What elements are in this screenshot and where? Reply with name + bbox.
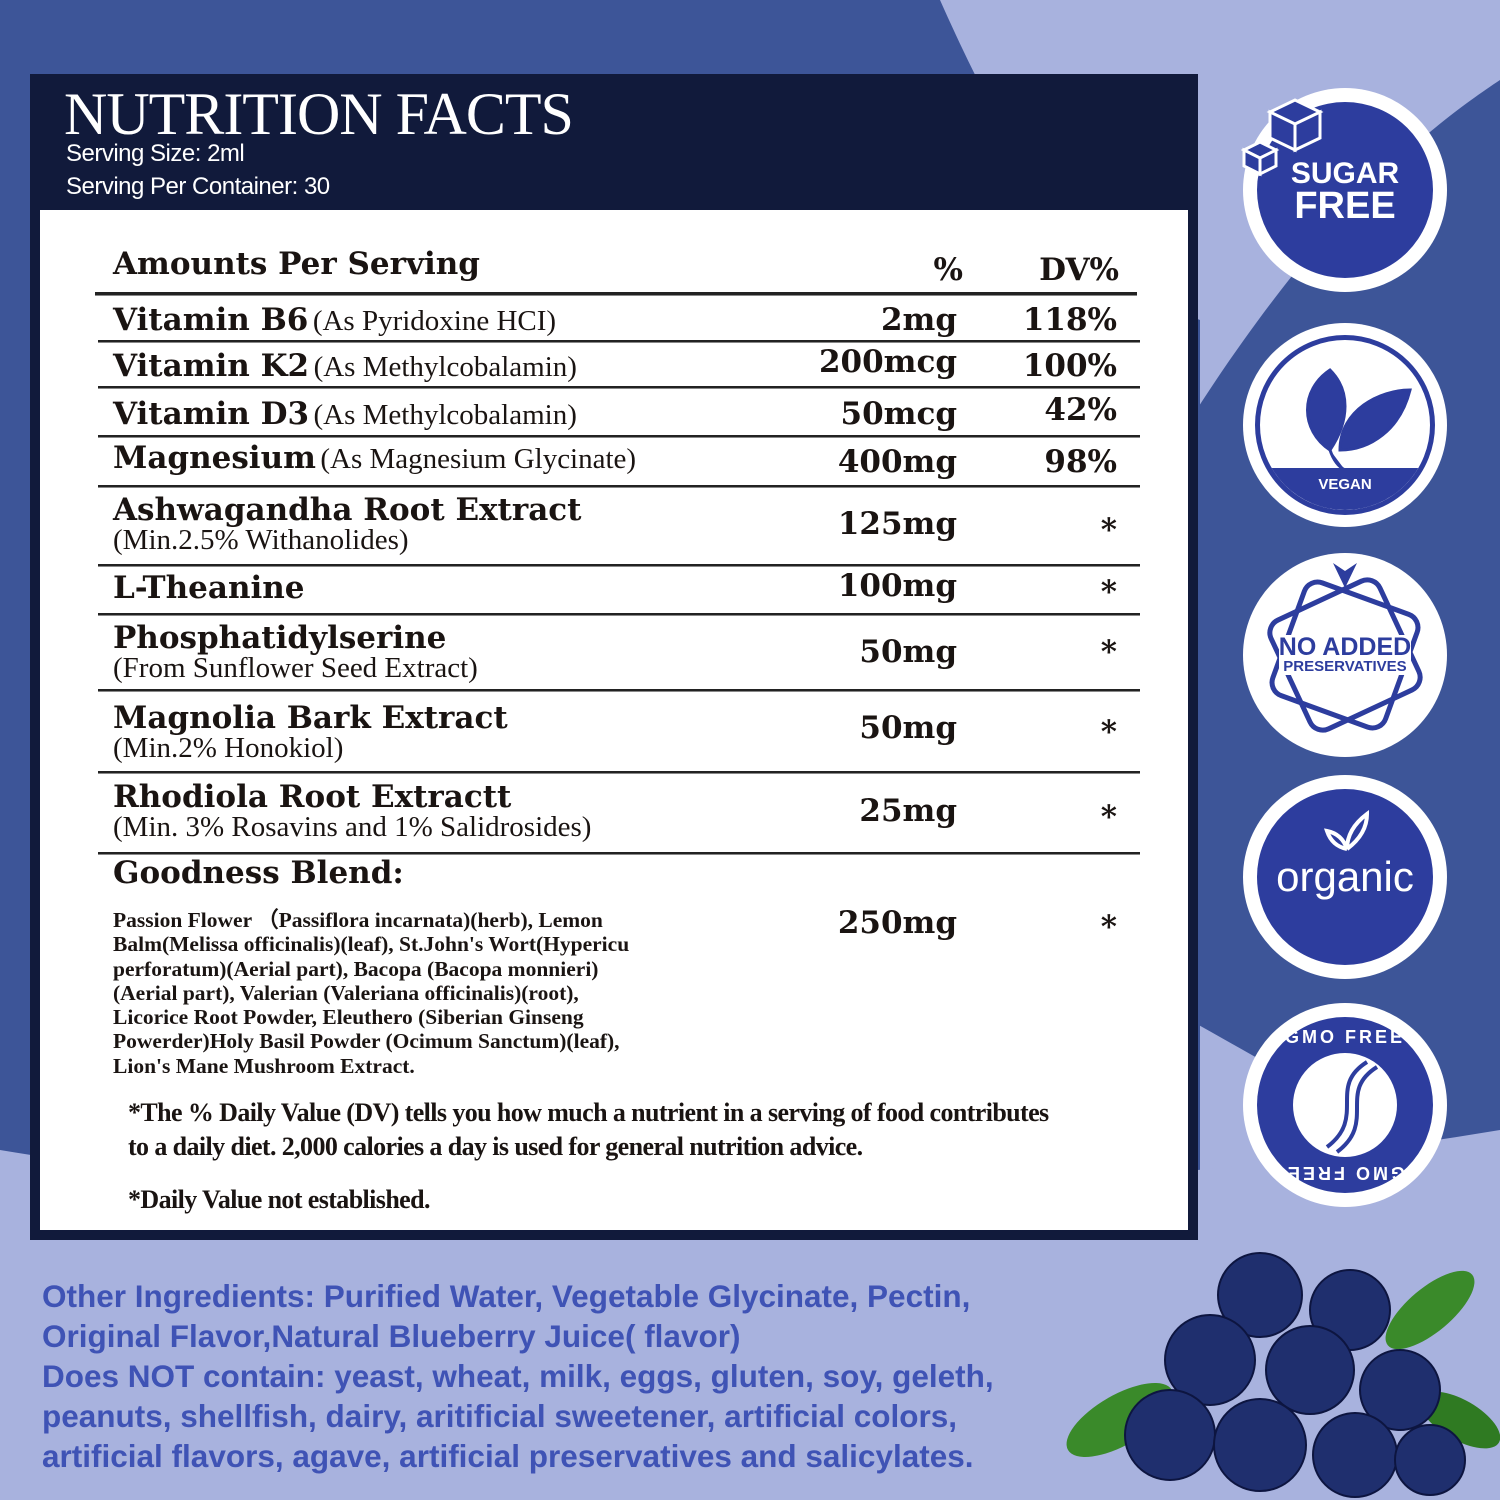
- blueberries-image: [1066, 1252, 1500, 1498]
- other-ingredients: Other Ingredients: Purified Water, Veget…: [42, 1278, 994, 1474]
- footnote-dv-2: to a daily diet. 2,000 calories a day is…: [128, 1132, 863, 1161]
- divider: [98, 485, 1140, 488]
- sugar-cube-icon: [1240, 98, 1324, 177]
- organic-badge: organic: [1243, 775, 1447, 979]
- sprout-icon: [1324, 809, 1370, 851]
- leaf-icon: [1306, 368, 1412, 472]
- table-row: Ashwagandha Root Extract (Min.2.5% Withan…: [113, 492, 1117, 556]
- table-row: Vitamin B6 (As Pyridoxine HCI) 2mg 118%: [113, 302, 1117, 338]
- divider: [98, 771, 1140, 774]
- divider: [98, 386, 1140, 389]
- vegan-badge: VEGAN: [1243, 323, 1447, 527]
- dna-icon: [1293, 1053, 1397, 1157]
- servings-per-container: Serving Per Container: 30: [66, 173, 330, 200]
- facts-table: [40, 210, 1188, 1230]
- table-row: Vitamin D3 (As Methylcobalamin) 50mcg 42%: [113, 392, 1117, 432]
- divider: [98, 564, 1140, 567]
- diamond-frame-icon: [1267, 563, 1423, 733]
- table-row: Phosphatidylserine (From Sunflower Seed E…: [113, 620, 1117, 684]
- table-row: Magnolia Bark Extract (Min.2% Honokiol) 50…: [113, 700, 1117, 764]
- gmo-free-badge: GMO FREE GMO FREE: [1243, 1003, 1447, 1207]
- table-row: Rhodiola Root Extractt (Min. 3% Rosavins …: [113, 779, 1117, 843]
- footnote-dv: *The % Daily Value (DV) tells you how mu…: [128, 1098, 1049, 1127]
- table-row: L-Theanine 100mg *: [113, 568, 1117, 610]
- table-row: Magnesium (As Magnesium Glycinate) 400mg 9…: [113, 440, 1117, 480]
- no-preservatives-badge: NO ADDED PRESERVATIVES: [1243, 553, 1447, 757]
- divider: [98, 689, 1140, 692]
- blend-ingredients: Passion Flower （Passiflora incarnata)(he…: [113, 908, 630, 1078]
- col-header-percent: %: [933, 252, 963, 288]
- serving-size: Serving Size: 2ml: [66, 140, 245, 167]
- divider: [98, 852, 1140, 855]
- footnote-not-established: *Daily Value not established.: [128, 1185, 430, 1214]
- divider: [95, 292, 1137, 296]
- divider: [98, 340, 1140, 343]
- col-header-amounts: Amounts Per Serving: [113, 246, 480, 282]
- table-row: Goodness Blend: 250mg *: [113, 855, 1117, 945]
- page-title: NUTRITION FACTS: [64, 81, 574, 147]
- col-header-dv: DV%: [1039, 252, 1119, 288]
- table-row: Vitamin K2 (As Methylcobalamin) 200mcg 100…: [113, 344, 1117, 384]
- divider: [98, 613, 1140, 616]
- divider: [98, 435, 1140, 438]
- table-header: Amounts Per Serving % DV%: [113, 246, 1143, 288]
